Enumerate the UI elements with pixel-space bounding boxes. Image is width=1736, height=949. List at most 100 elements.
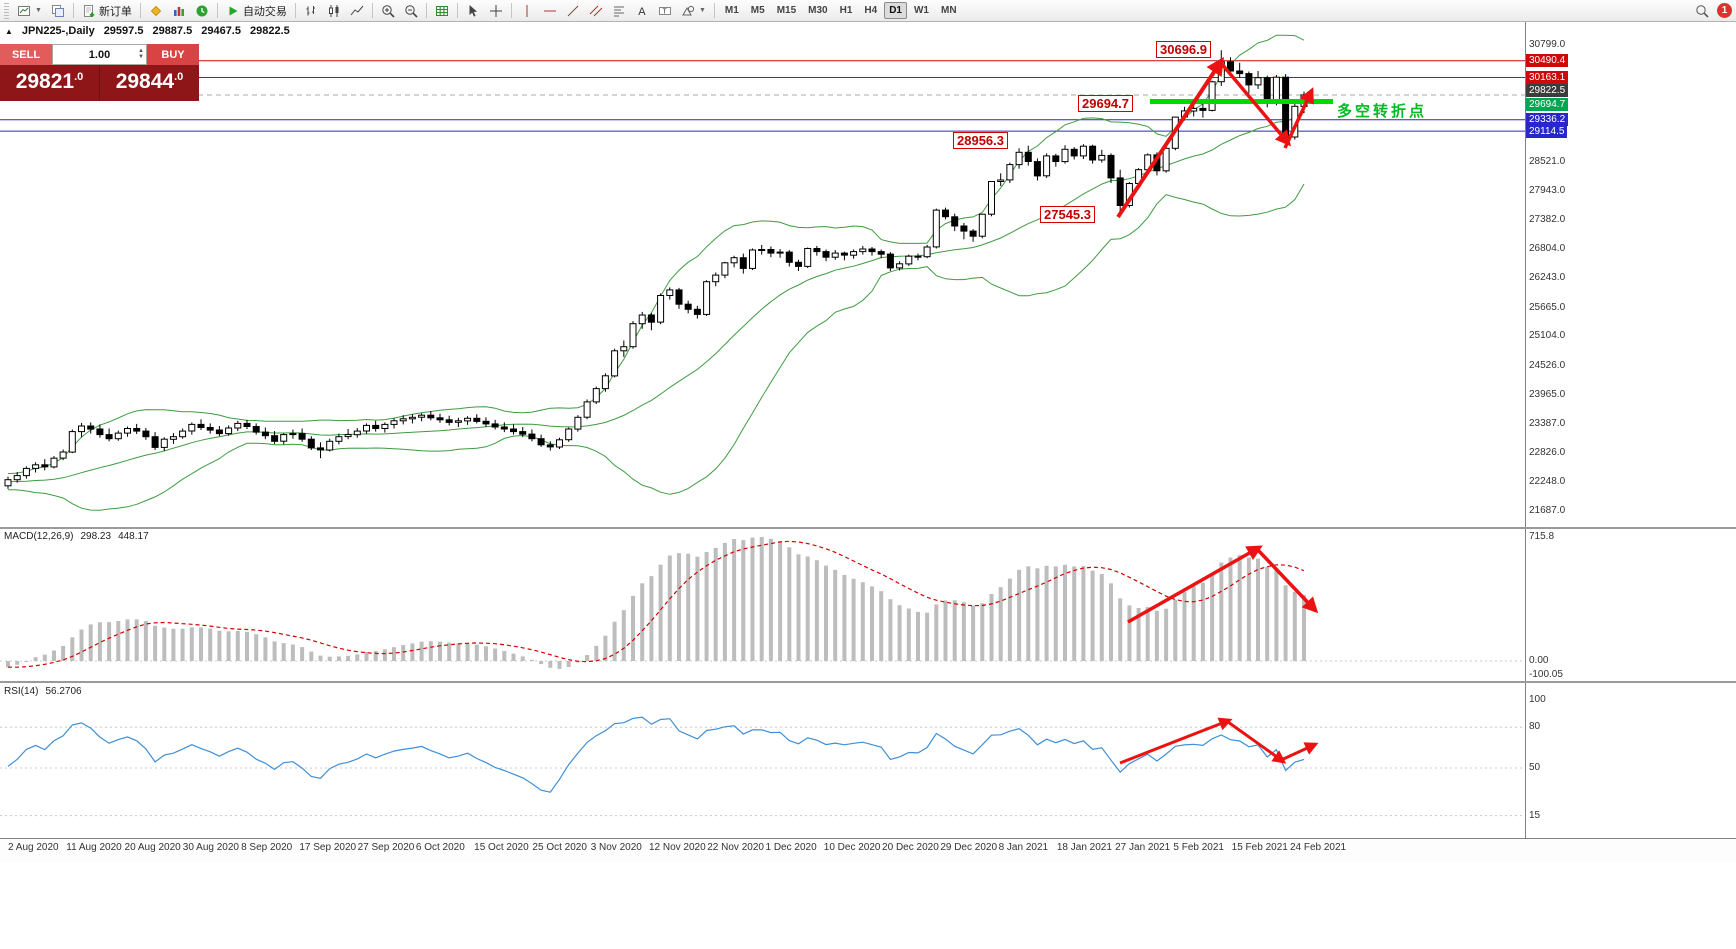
timeframe-h1[interactable]: H1 (839, 5, 853, 16)
candle-body (1116, 177, 1124, 206)
candle-body (997, 179, 1005, 182)
candle-body (482, 420, 490, 425)
candle-body (776, 251, 784, 254)
fibonacci-button[interactable] (608, 2, 630, 20)
grid-icon (435, 5, 448, 16)
candle-body (905, 255, 913, 265)
buy-button[interactable]: BUY (147, 44, 199, 65)
toolbar-separator (72, 3, 74, 18)
timeframe-m15[interactable]: M15 (776, 5, 797, 16)
candle-body (951, 216, 959, 227)
spinner-up-icon[interactable]: ▲ (138, 48, 144, 54)
autotrade-button[interactable]: 自动交易 (222, 2, 291, 20)
candle-body (215, 429, 223, 435)
bar-chart-button[interactable] (300, 2, 322, 20)
notification-badge[interactable]: 1 (1717, 3, 1732, 18)
candles-layer (4, 50, 1308, 489)
spinner-down-icon[interactable]: ▼ (138, 54, 144, 60)
macd-bar (759, 537, 764, 661)
macd-bar (24, 661, 29, 662)
timeframe-m1[interactable]: M1 (724, 5, 739, 16)
macd-bar (1017, 569, 1022, 661)
candle-body (749, 249, 756, 269)
timeframe-mn[interactable]: MN (940, 5, 957, 16)
timeframe-h4[interactable]: H4 (864, 5, 878, 16)
label-button[interactable]: T (654, 2, 676, 20)
macd-bar (906, 608, 911, 661)
panel-splitter-macd[interactable] (0, 527, 1736, 529)
crosshair-button[interactable] (485, 2, 507, 20)
svg-text:A: A (638, 6, 646, 18)
macd-bar (88, 624, 93, 661)
macd-bar (364, 652, 369, 661)
new-order-button[interactable]: 新订单 (78, 2, 136, 20)
text-button[interactable]: A (631, 2, 653, 20)
strategy-tester-button[interactable] (431, 2, 453, 20)
candle-chart-button[interactable] (323, 2, 345, 20)
macd-bar (419, 641, 424, 661)
candle-body (1144, 154, 1152, 171)
trendline-button[interactable] (562, 2, 584, 20)
ohlc-low: 29467.5 (201, 25, 241, 37)
new-chart-button[interactable]: ▼ (13, 2, 46, 20)
zoom-out-button[interactable] (400, 2, 422, 20)
buy-price-display[interactable]: 29844 .0 (99, 65, 199, 101)
sell-button[interactable]: SELL (0, 44, 52, 65)
channel-button[interactable] (585, 2, 607, 20)
volume-input[interactable]: 1.00 ▲ ▼ (52, 44, 147, 65)
cursor-button[interactable] (462, 2, 484, 20)
timeframe-m5[interactable]: M5 (750, 5, 765, 16)
macd-bar (511, 653, 516, 661)
timeframe-w1[interactable]: W1 (913, 5, 929, 16)
timeframe-m30[interactable]: M30 (808, 5, 828, 16)
line-chart-icon (350, 5, 364, 15)
candle-body (537, 438, 545, 446)
candle-body (1153, 154, 1161, 172)
candle-body (730, 257, 738, 264)
svg-text:T: T (662, 8, 667, 15)
shapes-button[interactable]: ▼ (677, 2, 710, 20)
profiles-button[interactable] (47, 2, 69, 20)
macd-bar (1292, 591, 1297, 661)
macd-bar (1274, 568, 1279, 661)
macd-bar (465, 643, 470, 661)
candle-body (693, 308, 701, 315)
macd-bar (1200, 582, 1205, 661)
metaeditor-button[interactable] (145, 2, 167, 20)
new-chart-icon (18, 5, 30, 16)
candle-body (1070, 148, 1078, 157)
candle-body (813, 248, 821, 253)
rsi-value: 56.2706 (45, 686, 82, 697)
macd-main-value: 298.23 (80, 531, 112, 542)
macd-bar (373, 651, 378, 661)
sell-price-display[interactable]: 29821 .0 (0, 65, 99, 101)
candle-body (87, 425, 95, 430)
one-click-trading-panel: SELL 1.00 ▲ ▼ BUY 29821 .0 29844 .0 (0, 44, 199, 101)
candle-body (225, 427, 233, 435)
candle-body (592, 388, 600, 403)
macd-bar (281, 643, 286, 661)
time-axis[interactable] (0, 839, 1736, 862)
macd-bar (713, 547, 718, 661)
macd-bar (778, 541, 783, 661)
candle-body (1217, 61, 1225, 83)
horizontal-line-button[interactable] (539, 2, 561, 20)
macd-bar (245, 631, 249, 661)
line-chart-button[interactable] (346, 2, 368, 20)
vertical-line-button[interactable] (516, 2, 538, 20)
terminal-button[interactable] (168, 2, 190, 20)
chart-title: ▲ JPN225-,Daily 29597.5 29887.5 29467.5 … (5, 25, 290, 37)
search-button[interactable] (1691, 2, 1713, 20)
volume-spinner[interactable]: ▲ ▼ (138, 48, 144, 60)
panel-splitter-rsi[interactable] (0, 681, 1736, 683)
macd-signal-line (8, 540, 1305, 668)
candle-body (500, 426, 508, 430)
price-axis[interactable] (1526, 22, 1736, 838)
candle-body (344, 434, 352, 438)
timeframe-d1[interactable]: D1 (884, 2, 907, 19)
calendar-button[interactable] (191, 2, 213, 20)
zoom-in-button[interactable] (377, 2, 399, 20)
macd-bar (787, 547, 792, 661)
macd-bar (382, 649, 387, 661)
